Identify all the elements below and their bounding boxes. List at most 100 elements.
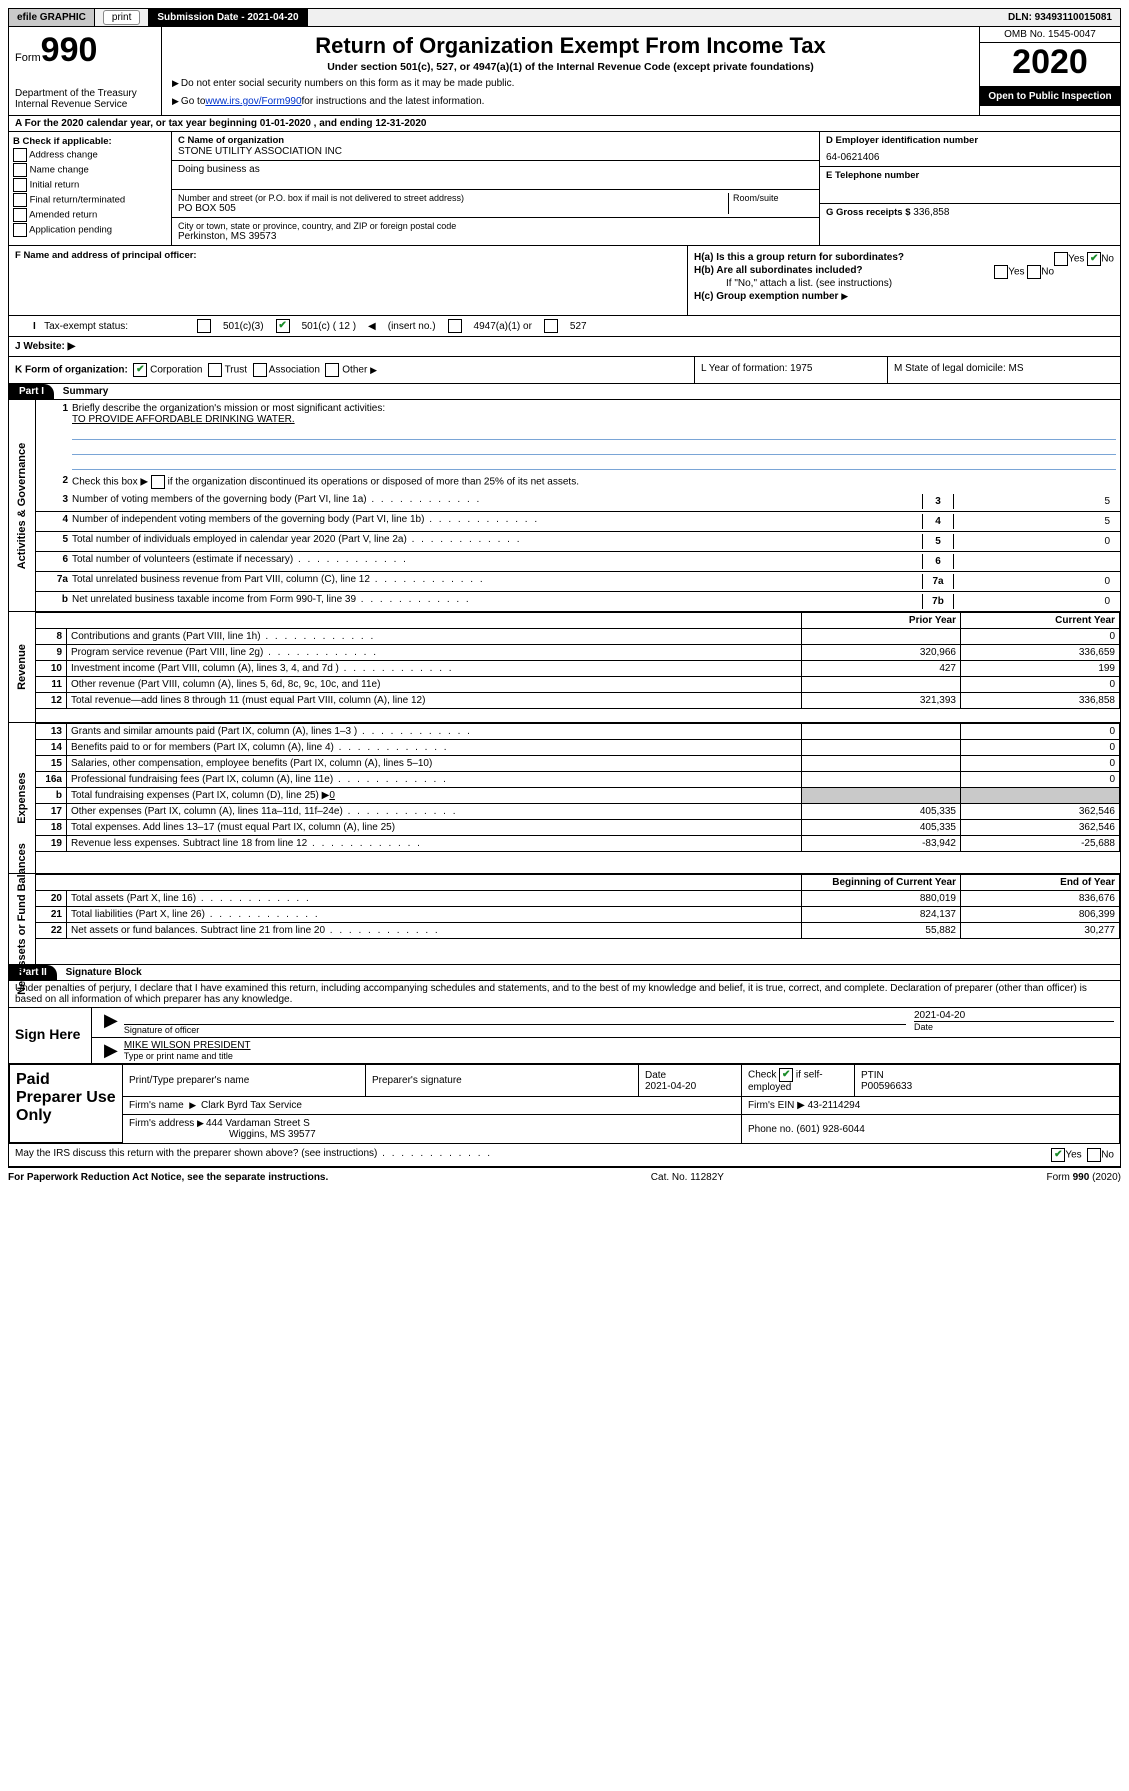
ruled-line [72, 425, 1116, 440]
section-k-l-m: K Form of organization: Corporation Trus… [8, 357, 1121, 384]
line22-text: Net assets or fund balances. Subtract li… [67, 923, 802, 939]
check-501c[interactable] [276, 319, 290, 333]
efile-label: efile GRAPHIC [9, 9, 95, 26]
arrow-icon [172, 78, 181, 89]
page-footer: For Paperwork Reduction Act Notice, see … [8, 1167, 1121, 1187]
block-b-to-g: B Check if applicable: Address change Na… [8, 132, 1121, 246]
footer-left: For Paperwork Reduction Act Notice, see … [8, 1172, 328, 1183]
line9-text: Program service revenue (Part VIII, line… [67, 645, 802, 661]
part-ii-title: Signature Block [60, 965, 148, 980]
part-ii-header: Part II Signature Block [8, 965, 1121, 981]
caret-icon: ▶ [98, 1010, 124, 1035]
line18-text: Total expenses. Add lines 13–17 (must eq… [67, 820, 802, 836]
sign-date: 2021-04-20 [914, 1010, 1114, 1021]
check-address-change[interactable]: Address change [13, 148, 167, 162]
form-prefix: Form [15, 52, 41, 64]
section-d-to-g: D Employer identification number 64-0621… [819, 132, 1120, 245]
section-i-tax-status: I Tax-exempt status: 501(c)(3) 501(c) ( … [8, 316, 1121, 337]
revenue-section: Revenue Prior YearCurrent Year 8Contribu… [9, 611, 1120, 722]
part-i-title: Summary [57, 384, 115, 399]
check-4947[interactable] [448, 319, 462, 333]
h-b-note: If "No," attach a list. (see instruction… [694, 278, 1114, 289]
line11-text: Other revenue (Part VIII, column (A), li… [67, 677, 802, 693]
side-label-ag: Activities & Governance [9, 400, 36, 611]
discuss-no-checkbox[interactable] [1087, 1148, 1101, 1162]
check-final-return[interactable]: Final return/terminated [13, 193, 167, 207]
check-501c3[interactable] [197, 319, 211, 333]
header-line2c: for instructions and the latest informat… [302, 96, 485, 107]
section-a-tax-year: A For the 2020 calendar year, or tax yea… [8, 116, 1121, 132]
arrow-icon [172, 96, 181, 107]
print-cell: print [95, 9, 149, 26]
section-k: K Form of organization: Corporation Trus… [9, 357, 695, 383]
line21-text: Total liabilities (Part X, line 26) [67, 907, 802, 923]
h-b-no-checkbox[interactable] [1027, 265, 1041, 279]
line20-text: Total assets (Part X, line 16) [67, 891, 802, 907]
discuss-row: May the IRS discuss this return with the… [8, 1144, 1121, 1167]
h-b-yes-checkbox[interactable] [994, 265, 1008, 279]
department-label: Department of the Treasury Internal Reve… [15, 88, 155, 110]
firm-phone: (601) 928-6044 [796, 1124, 864, 1135]
room-suite-label: Room/suite [728, 193, 813, 214]
line2-checkbox[interactable] [151, 475, 165, 489]
arrow-icon [370, 365, 379, 376]
section-m: M State of legal domicile: MS [888, 357, 1120, 383]
gross-receipts-value: 336,858 [913, 207, 949, 218]
h-a-no-checkbox[interactable] [1087, 252, 1101, 266]
line16b-text: Total fundraising expenses (Part IX, col… [67, 788, 802, 804]
ptin-value: P00596633 [861, 1081, 912, 1092]
line13-text: Grants and similar amounts paid (Part IX… [67, 724, 802, 740]
form-id-box: Form990 Department of the Treasury Inter… [9, 27, 162, 115]
expenses-section: Expenses 13Grants and similar amounts pa… [9, 722, 1120, 873]
tax-year: 2020 [980, 43, 1120, 87]
part-i-header: Part I Summary Activities & Governance 1… [8, 384, 1121, 965]
check-527[interactable] [544, 319, 558, 333]
form-title: Return of Organization Exempt From Incom… [168, 33, 973, 59]
officer-label: F Name and address of principal officer: [15, 250, 681, 261]
caret-icon: ▶ [98, 1040, 124, 1061]
line1-label: Briefly describe the organization's miss… [72, 403, 1116, 414]
check-corporation[interactable] [133, 363, 147, 377]
net-assets-table: Beginning of Current YearEnd of Year 20T… [36, 874, 1120, 939]
header-line2a: Go to [181, 96, 205, 107]
form-number: 990 [41, 31, 98, 69]
print-button[interactable]: print [103, 10, 140, 25]
h-a-yes-checkbox[interactable] [1054, 252, 1068, 266]
dln-label: DLN: 93493110015081 [1000, 9, 1120, 26]
revenue-table: Prior YearCurrent Year 8Contributions an… [36, 612, 1120, 709]
section-h: H(a) Is this a group return for subordin… [688, 246, 1120, 315]
top-bar: efile GRAPHIC print Submission Date - 20… [8, 8, 1121, 27]
org-name: STONE UTILITY ASSOCIATION INC [178, 146, 813, 157]
check-association[interactable] [253, 363, 267, 377]
check-amended-return[interactable]: Amended return [13, 208, 167, 222]
ein-value: 64-0621406 [826, 152, 1114, 163]
section-f-officer: F Name and address of principal officer: [9, 246, 688, 315]
end-year-header: End of Year [961, 875, 1120, 891]
date-label: Date [914, 1021, 1114, 1032]
line6-text: Total number of volunteers (estimate if … [72, 554, 922, 565]
discuss-yes-checkbox[interactable] [1051, 1148, 1065, 1162]
line4-text: Number of independent voting members of … [72, 514, 922, 525]
section-c-name-address: C Name of organization STONE UTILITY ASS… [172, 132, 819, 245]
check-trust[interactable] [208, 363, 222, 377]
dba-label: Doing business as [178, 164, 813, 175]
street-label: Number and street (or P.O. box if mail i… [178, 193, 728, 203]
check-application-pending[interactable]: Application pending [13, 223, 167, 237]
prior-year-header: Prior Year [802, 613, 961, 629]
line7b-value: 0 [954, 594, 1116, 609]
form-subtitle: Under section 501(c), 527, or 4947(a)(1)… [168, 61, 973, 73]
check-initial-return[interactable]: Initial return [13, 178, 167, 192]
arrow-icon [197, 1118, 206, 1129]
side-label-na: Net Assets or Fund Balances [9, 874, 36, 964]
check-name-change[interactable]: Name change [13, 163, 167, 177]
section-j-website: J Website: ▶ [8, 337, 1121, 357]
line12-text: Total revenue—add lines 8 through 11 (mu… [67, 693, 802, 709]
city-state-zip: Perkinston, MS 39573 [178, 231, 813, 242]
perjury-declaration: Under penalties of perjury, I declare th… [8, 981, 1121, 1008]
self-employed-checkbox[interactable] [779, 1068, 793, 1082]
irs-link[interactable]: www.irs.gov/Form990 [205, 96, 301, 107]
check-other[interactable] [325, 363, 339, 377]
section-b-checkboxes: B Check if applicable: Address change Na… [9, 132, 172, 245]
line15-text: Salaries, other compensation, employee b… [67, 756, 802, 772]
paid-preparer-label: Paid Preparer Use Only [9, 1064, 122, 1143]
